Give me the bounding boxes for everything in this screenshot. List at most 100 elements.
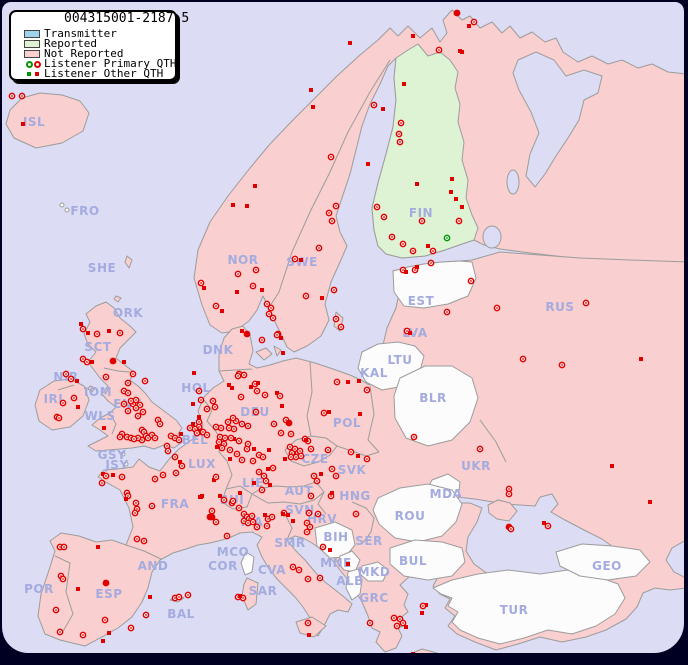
listener-marker-listener-primary-qth bbox=[118, 473, 126, 481]
listener-marker-listener-primary-qth bbox=[399, 240, 407, 248]
listener-marker-listener-primary-qth bbox=[151, 434, 159, 442]
listener-marker-listener-other-qth bbox=[319, 472, 323, 476]
listener-marker-listener-other-qth bbox=[200, 494, 204, 498]
listener-marker-listener-other-qth bbox=[102, 426, 106, 430]
listener-marker-listener-primary-qth bbox=[133, 535, 141, 543]
country-label-HNG: HNG bbox=[339, 489, 370, 503]
country-label-MDA: MDA bbox=[430, 487, 463, 501]
listener-marker-listener-other-qth bbox=[281, 351, 285, 355]
listener-marker-listener-primary-qth bbox=[193, 429, 201, 437]
listener-marker-listener-primary-qth bbox=[203, 431, 211, 439]
listener-marker-listener-primary-qth bbox=[306, 523, 314, 531]
listener-marker-listener-primary-qth bbox=[212, 518, 220, 526]
listener-marker-listener-primary-qth bbox=[124, 407, 132, 415]
legend-item-label: Transmitter bbox=[44, 27, 117, 40]
listener-marker-listener-cluster bbox=[206, 513, 214, 521]
listener-marker-listener-other-qth bbox=[197, 415, 201, 419]
listener-marker-listener-other-qth bbox=[260, 288, 264, 292]
listener-marker-listener-other-qth bbox=[449, 190, 453, 194]
listener-marker-listener-primary-qth bbox=[332, 315, 340, 323]
listener-marker-listener-primary-qth bbox=[220, 496, 228, 504]
listener-marker-listener-primary-qth bbox=[544, 522, 552, 530]
listener-marker-listener-primary-qth bbox=[93, 330, 101, 338]
listener-marker-listener-other-qth bbox=[281, 512, 285, 516]
region-country-ROU bbox=[372, 483, 463, 543]
listener-marker-listener-other-qth bbox=[304, 438, 308, 442]
country-label-AUT: AUT bbox=[285, 484, 314, 498]
listener-marker-listener-primary-qth bbox=[134, 412, 142, 420]
country-label-EST: EST bbox=[408, 294, 435, 308]
listener-marker-listener-other-qth bbox=[235, 290, 239, 294]
listener-marker-listener-primary-qth bbox=[221, 434, 229, 442]
country-label-LTU: LTU bbox=[387, 353, 412, 367]
legend-row-0: Transmitter bbox=[11, 27, 175, 40]
listener-marker-listener-primary-qth bbox=[320, 409, 328, 417]
listener-marker-listener-other-qth bbox=[191, 402, 195, 406]
listener-marker-listener-primary-qth bbox=[399, 619, 407, 627]
country-label-MNE: MNE bbox=[320, 556, 352, 570]
listener-marker-listener-primary-qth bbox=[252, 266, 260, 274]
listener-marker-listener-other-qth bbox=[252, 447, 256, 451]
region-country-TUR bbox=[432, 569, 626, 645]
listener-marker-listener-primary-qth bbox=[184, 591, 192, 599]
listener-marker-listener-primary-qth bbox=[140, 537, 148, 545]
listener-marker-listener-other-qth bbox=[311, 105, 315, 109]
listener-marker-listener-primary-qth bbox=[79, 325, 87, 333]
listener-marker-listener-primary-qth bbox=[395, 130, 403, 138]
listener-marker-listener-primary-qth bbox=[302, 292, 310, 300]
listener-marker-listener-primary-qth bbox=[209, 397, 217, 405]
listener-marker-listener-other-qth bbox=[215, 445, 219, 449]
listener-marker-listener-primary-qth bbox=[127, 624, 135, 632]
listener-marker-listener-other-qth bbox=[411, 34, 415, 38]
region-sic bbox=[295, 616, 327, 638]
country-label-SER: SER bbox=[355, 534, 383, 548]
listener-marker-listener-other-qth bbox=[415, 265, 419, 269]
listener-marker-listener-primary-qth bbox=[273, 331, 281, 339]
listener-marker-listener-other-qth bbox=[218, 494, 222, 498]
listener-marker-listener-primary-qth bbox=[347, 448, 355, 456]
listener-marker-listener-primary-qth bbox=[124, 379, 132, 387]
country-label-JSY: JSY bbox=[104, 458, 128, 472]
listener-marker-listener-other-qth bbox=[328, 548, 332, 552]
listener-marker-listener-other-qth bbox=[124, 497, 128, 501]
listener-marker-listener-other-qth bbox=[230, 386, 234, 390]
listener-marker-listener-primary-qth bbox=[212, 423, 220, 431]
listener-marker-listener-primary-qth bbox=[244, 440, 252, 448]
country-border-line bbox=[109, 413, 117, 435]
listener-marker-listener-primary-qth-reported bbox=[443, 234, 451, 242]
country-label-ALB: ALB bbox=[336, 574, 364, 588]
listener-marker-listener-other-qth bbox=[279, 336, 283, 340]
listener-marker-listener-primary-qth bbox=[18, 92, 26, 100]
listener-marker-listener-cluster bbox=[285, 419, 293, 427]
listener-marker-listener-primary-qth bbox=[229, 414, 237, 422]
listener-marker-listener-primary-qth bbox=[243, 445, 251, 453]
listener-marker-listener-other-qth bbox=[307, 633, 311, 637]
country-label-GRC: GRC bbox=[359, 591, 388, 605]
listener-marker-listener-primary-qth bbox=[363, 386, 371, 394]
listener-marker-listener-primary-qth bbox=[427, 259, 435, 267]
listener-marker-listener-primary-qth bbox=[218, 444, 226, 452]
listener-marker-listener-other-qth bbox=[86, 331, 90, 335]
listener-marker-listener-primary-qth bbox=[223, 532, 231, 540]
listener-marker-listener-primary-qth bbox=[98, 479, 106, 487]
region-country-ALB bbox=[345, 568, 363, 601]
listener-marker-listener-primary-qth bbox=[244, 519, 252, 527]
listener-marker-listener-primary-qth bbox=[132, 396, 140, 404]
listener-marker-listener-primary-qth bbox=[429, 247, 437, 255]
listener-marker-listener-primary-qth bbox=[289, 563, 297, 571]
legend-swatch-land_transmitter bbox=[24, 30, 40, 38]
listener-marker-listener-other-qth bbox=[309, 88, 313, 92]
listener-marker-listener-primary-qth bbox=[269, 314, 277, 322]
listener-marker-listener-other-qth bbox=[356, 454, 360, 458]
region-country-BUL bbox=[389, 539, 466, 581]
listener-marker-listener-primary-qth bbox=[248, 512, 256, 520]
legend-item-label: Listener Primary QTH bbox=[44, 57, 177, 70]
country-border-line bbox=[103, 367, 131, 373]
listener-marker-listener-primary-qth bbox=[59, 399, 67, 407]
legend-box: Transmitter Reported Not Reported Listener … bbox=[9, 10, 177, 81]
listener-marker-listener-other-qth bbox=[286, 513, 290, 517]
listener-marker-listener-primary-qth bbox=[226, 446, 234, 454]
region-country-GEO bbox=[555, 543, 651, 581]
country-label-POR: POR bbox=[24, 582, 54, 596]
listener-marker-listener-primary-qth bbox=[83, 358, 91, 366]
